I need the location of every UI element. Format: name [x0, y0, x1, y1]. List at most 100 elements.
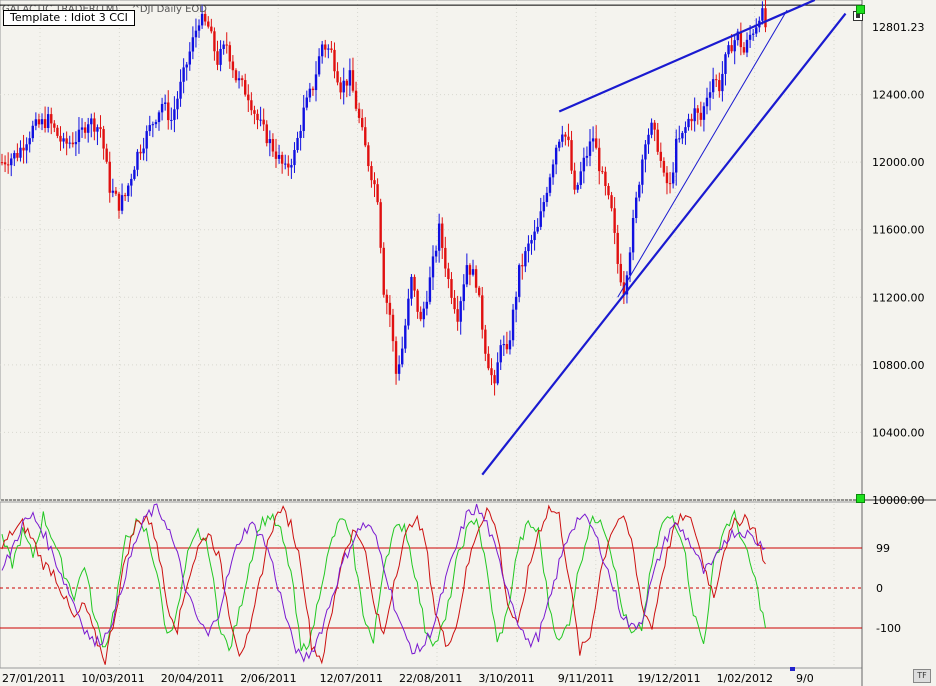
price-bar-body [117, 193, 121, 211]
price-bar-body [130, 178, 133, 186]
price-bar-body [34, 119, 38, 126]
price-tick-label: 10800.00 [872, 359, 925, 372]
price-bar-body [133, 169, 136, 179]
price-bar-body [83, 127, 87, 133]
price-bar-body [558, 141, 561, 148]
price-panel-handle-icon[interactable] [856, 5, 865, 14]
price-bar-body [477, 287, 481, 296]
price-bar-body [434, 250, 438, 257]
price-bar-body [613, 208, 616, 233]
price-bar-body [167, 102, 170, 121]
price-bar-body [357, 108, 361, 118]
time-tick-label: 1/02/2012 [717, 672, 773, 685]
price-bar-body [145, 131, 148, 149]
price-bar-body [96, 127, 99, 132]
price-bar-body [265, 124, 268, 144]
price-bar-body [274, 151, 278, 159]
price-bar-body [197, 25, 201, 31]
price-bar-body [755, 27, 758, 34]
price-bar-body [3, 162, 7, 165]
price-bar-body [379, 202, 382, 248]
price-bar-body [262, 119, 265, 125]
price-bar-body [13, 153, 16, 159]
price-bar-body [68, 142, 71, 144]
price-bar-body [170, 119, 173, 121]
price-bar-body [601, 171, 604, 173]
price-bar-body [764, 8, 767, 28]
price-bar-body [320, 44, 324, 57]
price-bar-body [280, 154, 284, 164]
price-bar-body [502, 344, 506, 346]
price-bar-body [139, 151, 142, 154]
price-bar-body [524, 251, 527, 267]
price-bar-body [653, 122, 656, 130]
price-bar-body [25, 144, 28, 151]
price-bar-body [410, 276, 413, 299]
price-bar-body [256, 113, 259, 121]
price-bar-body [551, 164, 555, 178]
price-bar-body [607, 185, 610, 196]
price-bar-body [237, 78, 241, 81]
price-bar-body [616, 232, 619, 264]
cci-panel-handle-icon[interactable] [856, 494, 865, 503]
price-bar-body [40, 119, 44, 125]
price-bar-body [216, 51, 219, 65]
price-bar-body [681, 132, 684, 139]
price-bar-body [745, 39, 749, 53]
price-bar-body [671, 172, 675, 184]
price-bar-body [154, 122, 158, 125]
price-bar-body [219, 48, 222, 65]
app-title: GALACTIC TRADER(TM) [2, 4, 118, 15]
price-tick-label: 12400.00 [872, 89, 925, 102]
price-tick-label: 10000.00 [872, 494, 925, 507]
price-bar-body [407, 298, 410, 326]
price-bar-body [176, 98, 179, 110]
price-bar-body [210, 26, 213, 32]
price-bar-body [450, 279, 453, 298]
price-bar-body [456, 309, 459, 322]
price-bar-body [530, 240, 533, 244]
price-bar-body [250, 100, 253, 111]
price-bar-body [302, 107, 305, 132]
price-bar-body [345, 80, 348, 86]
price-bar-body [207, 21, 210, 27]
price-bar-body [163, 102, 167, 104]
price-bar-body [65, 138, 68, 144]
price-bar-body [437, 223, 441, 251]
time-tick-label: 9/0 [796, 672, 814, 685]
price-bar-body [385, 294, 389, 303]
price-bar-body [715, 79, 718, 81]
cci-tick-label: 99 [876, 542, 890, 555]
price-bar-body [401, 348, 404, 365]
price-bar-body [317, 56, 321, 75]
timeframe-button[interactable]: TF [913, 669, 931, 683]
price-bar-body [314, 74, 318, 91]
price-bar-body [157, 112, 161, 123]
price-bar-body [598, 147, 601, 172]
price-bar-body [641, 159, 644, 185]
price-bar-body [277, 154, 281, 159]
price-bar-body [151, 124, 155, 126]
price-bar-body [619, 263, 622, 283]
price-bar-body [721, 73, 724, 92]
price-bar-body [213, 31, 216, 52]
price-bar-body [37, 119, 41, 125]
price-bar-body [431, 256, 435, 278]
price-tick-label: 11600.00 [872, 224, 925, 237]
price-bar-body [391, 314, 395, 342]
price-bar-body [185, 64, 188, 68]
price-bar-body [742, 47, 746, 53]
price-bar-body [662, 160, 666, 173]
cci-series-line [1, 504, 766, 665]
time-tick-label: 9/11/2011 [558, 672, 614, 685]
price-bar-body [462, 284, 465, 302]
price-bar-body [696, 108, 699, 113]
price-bar-body [539, 211, 542, 227]
price-bar-body [336, 71, 339, 83]
price-bar-body [351, 70, 355, 91]
price-bar-body [656, 129, 659, 152]
time-tick-label: 2/06/2011 [240, 672, 296, 685]
price-bar-body [231, 61, 235, 71]
price-bar-body [471, 269, 475, 275]
